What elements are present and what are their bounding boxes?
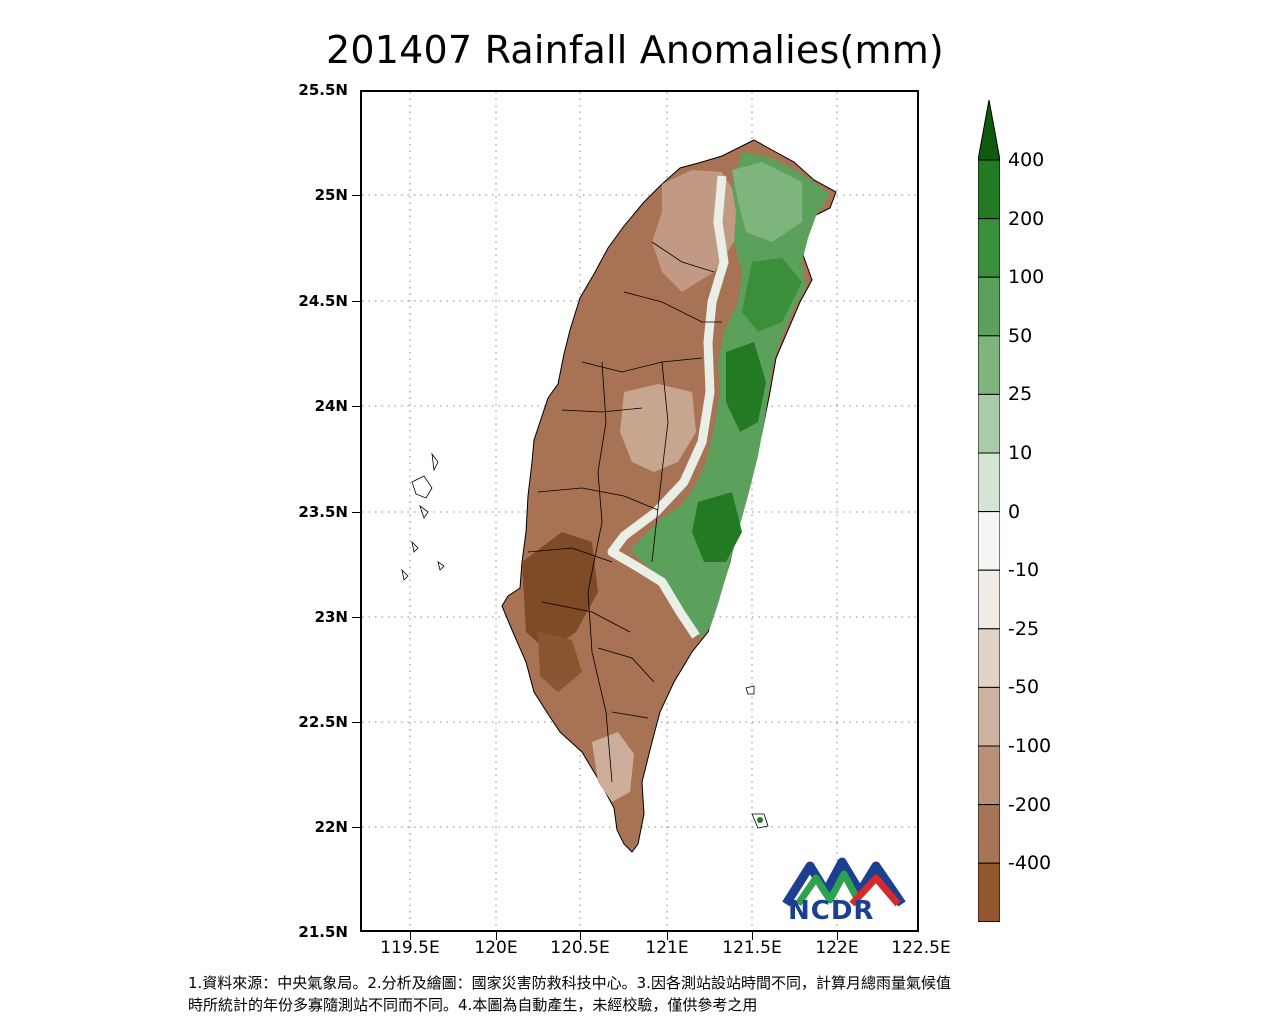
light-dry-central bbox=[620, 384, 696, 472]
colorbar-label: -100 bbox=[1008, 735, 1052, 757]
taiwan-map bbox=[362, 92, 917, 930]
colorbar-segment bbox=[978, 862, 1000, 922]
lat-tick bbox=[352, 617, 360, 618]
note-line-1: 1.資料來源：中央氣象局。2.分析及繪圖：國家災害防救科技中心。3.因各測站設站… bbox=[188, 974, 951, 992]
colorbar-max-arrow bbox=[978, 100, 1000, 161]
lat-label: 25N bbox=[314, 186, 348, 204]
wet-east bbox=[726, 342, 766, 432]
lat-label: 21.5N bbox=[298, 923, 348, 941]
lon-label: 122.5E bbox=[891, 938, 951, 958]
lat-tick bbox=[352, 195, 360, 196]
lat-tick bbox=[352, 722, 360, 723]
colorbar-label: 25 bbox=[1008, 383, 1033, 406]
wet-southeast bbox=[692, 492, 742, 562]
lon-label: 120E bbox=[474, 938, 518, 958]
lat-label: 22.5N bbox=[298, 713, 348, 731]
lat-label: 23.5N bbox=[298, 503, 348, 521]
lat-label: 25.5N bbox=[298, 81, 348, 99]
penghu-islands bbox=[401, 452, 445, 581]
colorbar-segment bbox=[978, 569, 1000, 630]
colorbar-segment bbox=[978, 745, 1000, 806]
colorbar-segment bbox=[978, 628, 1000, 688]
note-line-2: 時所統計的年份多寡隨測站不同而不同。4.本圖為自動產生，未經校驗，僅供參考之用 bbox=[188, 996, 758, 1014]
transition-band bbox=[607, 175, 729, 639]
lon-tick bbox=[410, 932, 411, 940]
lon-tick bbox=[667, 932, 668, 940]
map-plot-area bbox=[360, 90, 919, 932]
colorbar-segment bbox=[978, 393, 1000, 454]
ncdr-logo bbox=[782, 857, 906, 907]
colorbar-segment bbox=[978, 452, 1000, 513]
lat-tick bbox=[352, 827, 360, 828]
lat-label: 24.5N bbox=[298, 292, 348, 310]
strong-dry-southwest bbox=[522, 532, 598, 652]
green-island bbox=[745, 685, 755, 695]
colorbar-label: -400 bbox=[1008, 852, 1052, 875]
colorbar-label: 100 bbox=[1008, 266, 1045, 289]
lon-label: 121E bbox=[645, 938, 689, 958]
lon-tick bbox=[580, 932, 581, 940]
lat-tick bbox=[352, 301, 360, 302]
colorbar-label: 50 bbox=[1008, 324, 1033, 347]
lat-tick bbox=[352, 512, 360, 513]
lon-label: 121.5E bbox=[722, 938, 782, 958]
lon-tick bbox=[837, 932, 838, 940]
colorbar-label: -25 bbox=[1008, 617, 1040, 640]
colorbar-label: -50 bbox=[1008, 676, 1040, 699]
colorbar-label: 200 bbox=[1008, 207, 1045, 230]
county-boundaries bbox=[527, 241, 722, 783]
lat-label: 24N bbox=[314, 397, 348, 415]
lat-label: 23N bbox=[314, 608, 348, 626]
lon-label: 122E bbox=[815, 938, 859, 958]
colorbar-segment bbox=[978, 335, 1000, 395]
colorbar bbox=[978, 100, 1000, 922]
colorbar-label: -10 bbox=[1008, 559, 1040, 582]
lon-label: 120.5E bbox=[550, 938, 610, 958]
colorbar-segment bbox=[978, 686, 1000, 747]
colorbar-label: 400 bbox=[1008, 149, 1045, 171]
colorbar-segment bbox=[978, 159, 1000, 220]
map-grid bbox=[362, 92, 917, 930]
colorbar-segment bbox=[978, 804, 1000, 864]
colorbar-segment bbox=[978, 511, 1000, 571]
colorbar-label: 0 bbox=[1008, 500, 1021, 523]
lon-label: 119.5E bbox=[380, 938, 440, 958]
lon-tick bbox=[496, 932, 497, 940]
lon-tick bbox=[752, 932, 753, 940]
colorbar-segment bbox=[978, 218, 1000, 278]
colorbar-label: 10 bbox=[1008, 442, 1033, 464]
wet-northeast bbox=[742, 258, 802, 332]
map-title: 201407 Rainfall Anomalies(mm) bbox=[326, 28, 944, 72]
light-dry-south bbox=[592, 732, 634, 802]
wet-north bbox=[732, 162, 802, 242]
ncdr-logo-text: NCDR bbox=[788, 896, 875, 926]
lat-tick bbox=[352, 406, 360, 407]
lat-label: 22N bbox=[314, 818, 348, 836]
strong-dry-south bbox=[538, 632, 582, 692]
colorbar-segment bbox=[978, 276, 1000, 337]
colorbar-label: -200 bbox=[1008, 793, 1052, 816]
